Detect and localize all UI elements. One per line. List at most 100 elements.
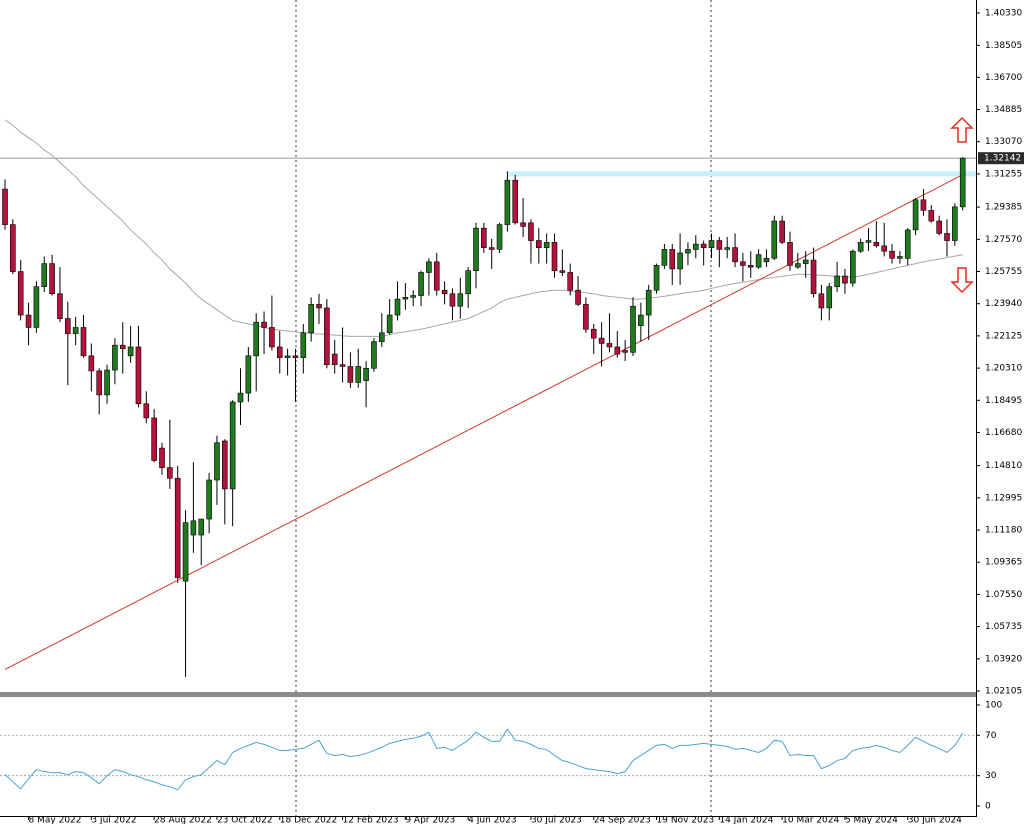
candle-body — [363, 367, 369, 381]
candle-body — [912, 199, 919, 231]
candle-body — [504, 179, 511, 225]
candle-body — [551, 242, 558, 271]
candle-body — [72, 327, 79, 334]
candle-body — [590, 328, 597, 339]
candle-body — [426, 261, 432, 273]
candle-body — [645, 289, 652, 316]
candle-body — [920, 199, 927, 211]
x-tick-label: 30 Jul 2023 — [531, 816, 582, 824]
candle-body — [740, 261, 746, 266]
y-tick-label: 1.12995 — [985, 493, 1022, 503]
y-tick-label: 1.31255 — [985, 169, 1022, 179]
candle-body — [881, 245, 888, 252]
candle-body — [669, 249, 676, 270]
y-tick-label: 1.36700 — [985, 73, 1022, 83]
y-tick-label: 1.20310 — [985, 364, 1022, 374]
candle-body — [543, 242, 550, 248]
candle-body — [512, 179, 519, 224]
x-tick-label: 14 Jan 2024 — [719, 816, 773, 824]
candle-body — [261, 321, 267, 328]
candle-body — [732, 247, 738, 263]
candle-body — [700, 243, 707, 248]
candle-body — [206, 479, 212, 520]
candle-body — [245, 355, 252, 394]
candle-body — [378, 332, 385, 342]
candle-body — [96, 370, 102, 396]
candle-body — [316, 304, 322, 309]
y-tick-label: 1.23940 — [985, 299, 1022, 309]
candle-body — [606, 343, 613, 348]
y-tick-label: 1.18495 — [985, 396, 1022, 406]
x-tick-label: 23 Oct 2022 — [217, 816, 273, 824]
trendline — [4, 174, 963, 670]
candle-body — [873, 242, 880, 247]
candle-body — [779, 220, 785, 243]
candle-body — [190, 520, 197, 536]
candle-body — [787, 242, 793, 266]
y-tick-label: 1.29385 — [985, 203, 1022, 213]
candle-body — [535, 240, 542, 248]
candle-body — [112, 344, 118, 371]
candle-body — [520, 222, 526, 227]
candle-body — [724, 247, 731, 250]
candle-body — [473, 227, 479, 271]
rsi-line — [4, 728, 964, 791]
candle-body — [355, 366, 362, 383]
candle-body — [300, 332, 307, 358]
candle-body — [685, 249, 691, 254]
candle-body — [276, 346, 283, 358]
candle-body — [253, 321, 259, 357]
up-arrow — [950, 116, 974, 143]
x-tick-label: 3 Jul 2022 — [91, 816, 136, 824]
candle-body — [127, 346, 134, 357]
candle-body — [198, 518, 205, 536]
y-tick-label: 1.09365 — [985, 558, 1022, 568]
candle-body — [849, 250, 856, 284]
x-tick-label: 18 Dec 2022 — [280, 816, 338, 824]
candle-body — [159, 447, 165, 468]
y-tick-label: 1.02105 — [985, 687, 1022, 697]
candle-body — [692, 243, 699, 250]
candle-body — [575, 289, 581, 305]
price-label: 1.32142 — [984, 154, 1021, 164]
candle-body — [174, 477, 181, 578]
candle-body — [394, 298, 401, 316]
candle-body — [496, 224, 503, 250]
candle-body — [214, 442, 220, 481]
candle-body — [952, 206, 958, 241]
candle-body — [167, 467, 173, 479]
candle-body — [457, 293, 464, 307]
y-tick-label: 0 — [985, 801, 991, 811]
candle-body — [2, 188, 8, 225]
x-tick-label: 8 May 2022 — [29, 816, 82, 824]
candle-body — [33, 286, 40, 328]
candle-body — [410, 295, 417, 298]
candle-body — [661, 249, 668, 266]
candle-body — [41, 263, 48, 287]
candle-body — [559, 270, 566, 273]
candle-body — [638, 314, 644, 326]
x-tick-label: 5 May 2024 — [845, 816, 898, 824]
candle-body — [229, 401, 236, 490]
candle-body — [857, 242, 864, 252]
moving-average — [4, 119, 963, 337]
candle-body — [441, 289, 448, 295]
candle-body — [747, 265, 754, 268]
y-tick-label: 1.33070 — [985, 137, 1022, 147]
candle-body — [418, 272, 424, 296]
candle-body — [928, 210, 935, 222]
x-tick-label: 30 Jun 2024 — [908, 816, 962, 824]
candle-body — [818, 293, 825, 309]
x-tick-label: 19 Nov 2023 — [657, 816, 715, 824]
down-arrow — [950, 267, 974, 294]
candle-body — [449, 293, 456, 307]
candle-body — [65, 318, 71, 334]
candle-body — [810, 259, 817, 295]
candle-body — [936, 220, 942, 234]
candle-body — [237, 392, 244, 403]
candle-body — [842, 275, 848, 284]
y-tick-label: 30 — [985, 771, 997, 781]
candle-body — [104, 369, 110, 396]
candle-body — [371, 341, 377, 369]
y-tick-label: 1.03920 — [985, 654, 1022, 664]
